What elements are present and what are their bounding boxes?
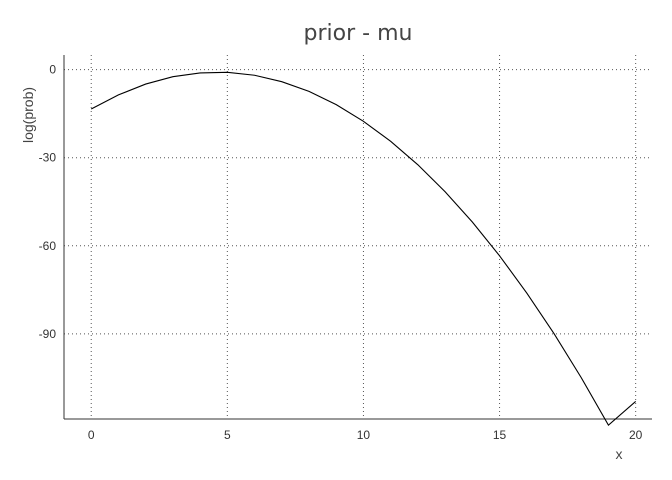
y-tick-label: -90: [39, 327, 57, 341]
x-tick-label: 15: [493, 428, 507, 442]
x-tick-label: 10: [357, 428, 371, 442]
y-tick-label: -60: [39, 239, 57, 253]
axes: [63, 55, 652, 420]
grid: [64, 55, 652, 419]
x-axis-label: x: [616, 446, 623, 462]
x-tick-label: 5: [224, 428, 231, 442]
x-ticks: 0 5 10 15 20: [88, 428, 643, 442]
y-tick-label: 0: [49, 63, 56, 77]
y-tick-label: -30: [39, 151, 57, 165]
chart-title: prior - mu: [304, 21, 413, 46]
x-tick-label: 0: [88, 428, 95, 442]
series-line: [90, 71, 637, 427]
x-tick-label: 20: [629, 428, 643, 442]
y-ticks: 0 -30 -60 -90: [39, 63, 57, 341]
y-axis-label: log(prob): [20, 87, 36, 143]
series-group: [90, 71, 637, 427]
